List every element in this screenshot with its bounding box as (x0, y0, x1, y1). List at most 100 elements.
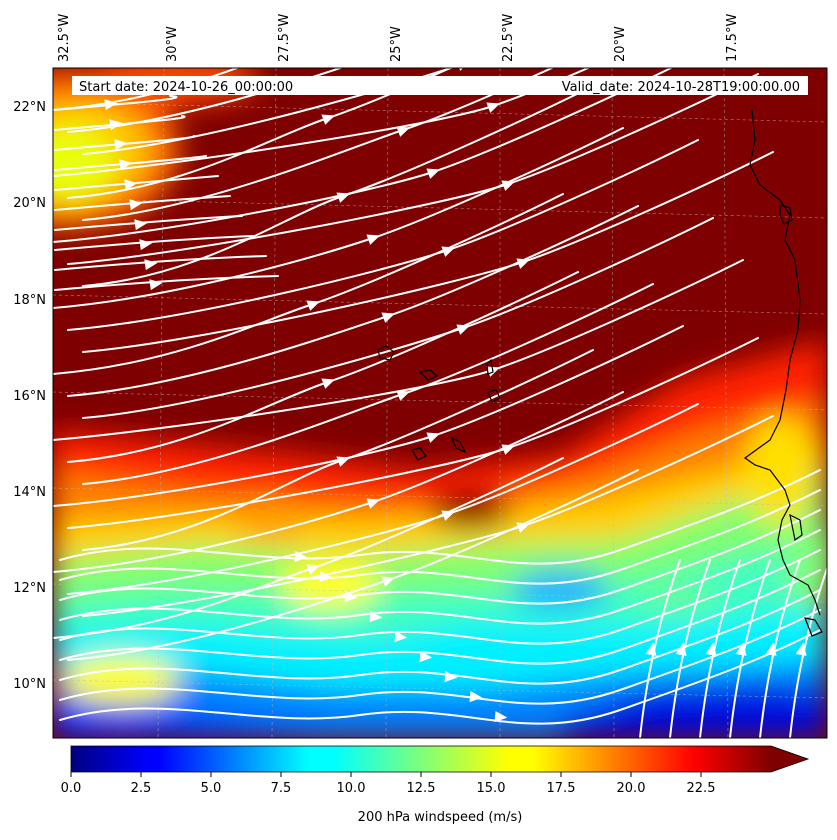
longitude-labels: 32.5°W 30°W 27.5°W 25°W 22.5°W 20°W 17.5… (57, 14, 740, 62)
streamline-arrow (396, 390, 411, 401)
streamline-arrow (321, 378, 336, 389)
colorbar-tick-label: 0.0 (61, 781, 82, 796)
streamline (67, 68, 344, 133)
island-fogo (411, 447, 427, 461)
colorbar-tick-label: 2.5 (131, 781, 152, 796)
streamline-arrow (149, 279, 163, 291)
streamline (54, 155, 207, 171)
island-sal (486, 358, 494, 375)
streamline-arrow (705, 642, 717, 656)
island-santiago (450, 436, 467, 454)
lon-label-20w: 20°W (613, 26, 628, 62)
lon-label-25w: 25°W (389, 26, 404, 62)
streamline-arrow (119, 159, 133, 171)
colorbar-tick-label: 15.0 (477, 781, 506, 796)
africa-coastline (743, 109, 821, 616)
streamline-arrow (366, 234, 381, 245)
streamline-arrow (369, 611, 383, 623)
wind-field-shading (53, 68, 827, 738)
streamline-arrow (104, 99, 118, 111)
streamline-arrow (469, 691, 483, 703)
streamline-arrow (444, 671, 458, 683)
streamline-arrow (336, 456, 351, 467)
colorbar-extend-arrow (771, 746, 808, 772)
streamline-arrow (765, 642, 777, 656)
streamline-arrow (426, 168, 441, 179)
lon-label-30w: 30°W (165, 26, 180, 62)
streamline (639, 559, 681, 738)
map-area (53, 68, 827, 738)
streamline-arrow (494, 711, 508, 723)
colorbar-tick-label: 10.0 (337, 781, 366, 796)
lat-label-20n: 20°N (13, 196, 46, 211)
coast-detail-gambia (789, 513, 803, 542)
streamline-arrow (396, 126, 411, 137)
valid-date-label: Valid_date: 2024-10-28T19:00:00.00 (562, 80, 800, 95)
colorbar-tick-label: 7.5 (271, 781, 292, 796)
streamline (59, 609, 821, 705)
streamline-arrow (381, 576, 396, 587)
streamline (699, 559, 741, 738)
streamline-arrow (486, 102, 501, 113)
streamline-arrow (645, 642, 657, 656)
streamline-arrow (134, 219, 148, 231)
lat-label-14n: 14°N (13, 485, 46, 500)
lon-label-22-5w: 22.5°W (501, 14, 516, 62)
colorbar-tick-label: 17.5 (547, 781, 576, 796)
streamline (59, 569, 821, 665)
colorbar: 0.0 2.5 5.0 7.5 10.0 12.5 15.0 17.5 20.0 22.5 200… (61, 745, 810, 825)
streamline (82, 217, 714, 419)
streamline (53, 259, 744, 441)
streamline (59, 629, 821, 725)
streamlines (53, 68, 827, 738)
streamline (759, 559, 801, 738)
colorbar-tick-label: 5.0 (201, 781, 222, 796)
streamline-arrow (426, 432, 441, 443)
streamline-arrow (294, 551, 308, 563)
coast-detail-north (779, 204, 793, 225)
colorbar-tick-label: 20.0 (617, 781, 646, 796)
streamline (789, 565, 827, 738)
streamline-arrow (381, 312, 396, 323)
streamline (669, 559, 711, 738)
colorbar-ticks: 0.0 2.5 5.0 7.5 10.0 12.5 15.0 17.5 20.0 22.5 (61, 772, 716, 796)
lon-label-32-5w: 32.5°W (57, 14, 72, 62)
colorbar-gradient (71, 746, 771, 772)
colorbar-tick-label: 22.5 (687, 781, 716, 796)
start-date-label: Start date: 2024-10-26_00:00:00 (79, 80, 293, 95)
lon-label-17-5w: 17.5°W (725, 14, 740, 62)
streamline-arrow (109, 119, 123, 131)
streamline-arrow (306, 300, 321, 311)
streamline-arrow (366, 498, 381, 509)
colorbar-label: 200 hPa windspeed (m/s) (358, 810, 523, 825)
streamline (59, 469, 821, 565)
streamline (54, 135, 196, 151)
lon-label-27-5w: 27.5°W (277, 14, 292, 62)
latitude-labels: 22°N 20°N 18°N 16°N 14°N 12°N 10°N (13, 100, 46, 692)
streamline (59, 509, 821, 605)
lat-label-18n: 18°N (13, 293, 46, 308)
island-boa-vista (487, 389, 501, 403)
streamline (54, 195, 231, 211)
streamline-arrow (675, 642, 687, 656)
streamline-arrow (124, 179, 138, 191)
lat-label-22n: 22°N (13, 100, 46, 115)
streamline-arrow (336, 192, 351, 203)
streamline (53, 68, 591, 177)
date-banner: Start date: 2024-10-26_00:00:00 Valid_da… (72, 76, 808, 95)
streamline-arrow (306, 564, 321, 575)
streamline (59, 489, 821, 585)
streamline-arrow (139, 239, 153, 251)
map-frame (52, 67, 828, 739)
streamline-arrow (319, 571, 333, 583)
streamline (82, 68, 455, 155)
lat-label-16n: 16°N (13, 389, 46, 404)
lat-label-12n: 12°N (13, 581, 46, 596)
streamline-arrow (419, 651, 433, 663)
streamline (54, 215, 243, 231)
island-santo-antao (377, 345, 395, 361)
streamline-arrow (344, 591, 358, 603)
streamline-arrow (321, 114, 336, 125)
streamline (59, 589, 821, 685)
